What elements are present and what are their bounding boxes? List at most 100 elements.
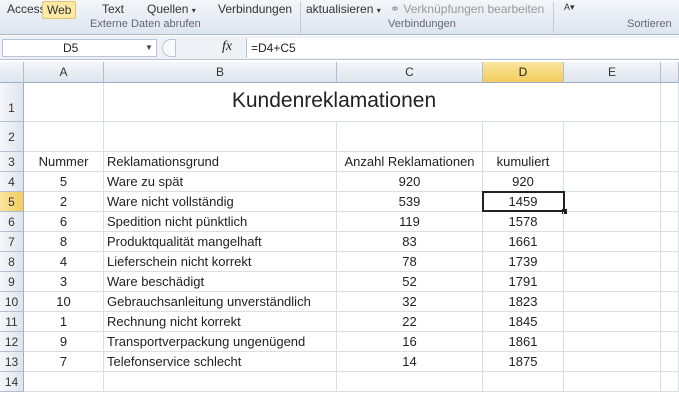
cell[interactable] [564, 122, 661, 152]
row-header[interactable]: 14 [0, 372, 24, 392]
edit-links-button[interactable]: ⚭ Verknüpfungen bearbeiten [386, 1, 548, 17]
column-header-e[interactable]: E [564, 62, 661, 83]
cell[interactable] [104, 122, 337, 152]
function-icon[interactable]: fx [222, 39, 233, 54]
cell[interactable] [24, 372, 104, 392]
cell[interactable]: 5 [24, 172, 104, 192]
cell[interactable] [483, 122, 564, 152]
row-header[interactable]: 1 [0, 83, 24, 122]
cell[interactable]: 9 [24, 332, 104, 352]
cell[interactable] [661, 352, 679, 372]
row-header[interactable]: 5 [0, 192, 24, 212]
cell[interactable]: Rechnung nicht korrekt [104, 312, 337, 332]
cell[interactable] [564, 352, 661, 372]
cell[interactable] [661, 272, 679, 292]
cell[interactable]: Nummer [24, 152, 104, 172]
cell[interactable] [564, 152, 661, 172]
column-header-d[interactable]: D [483, 62, 564, 83]
cell[interactable]: Ware nicht vollständig [104, 192, 337, 212]
row-header[interactable]: 4 [0, 172, 24, 192]
cell[interactable] [337, 372, 483, 392]
cell[interactable]: 3 [24, 272, 104, 292]
cell[interactable]: 4 [24, 252, 104, 272]
row-header[interactable]: 7 [0, 232, 24, 252]
cell[interactable] [564, 172, 661, 192]
cell[interactable] [483, 83, 564, 122]
row-header[interactable]: 13 [0, 352, 24, 372]
chevron-down-icon[interactable]: ▼ [145, 43, 153, 52]
cell[interactable]: 14 [337, 352, 483, 372]
cell[interactable] [24, 122, 104, 152]
cell[interactable]: 119 [337, 212, 483, 232]
column-header-c[interactable]: C [337, 62, 483, 83]
cell[interactable] [661, 332, 679, 352]
cell[interactable] [661, 312, 679, 332]
cell[interactable] [564, 372, 661, 392]
cell[interactable] [661, 232, 679, 252]
cell[interactable] [564, 272, 661, 292]
row-header[interactable]: 11 [0, 312, 24, 332]
cell[interactable]: 78 [337, 252, 483, 272]
column-header-a[interactable]: A [24, 62, 104, 83]
cell[interactable] [564, 83, 661, 122]
cell[interactable]: 22 [337, 312, 483, 332]
cell[interactable] [661, 372, 679, 392]
cell[interactable] [661, 292, 679, 312]
cell[interactable] [661, 152, 679, 172]
cell[interactable]: 8 [24, 232, 104, 252]
cell[interactable] [564, 332, 661, 352]
column-header-b[interactable]: B [104, 62, 337, 83]
cell[interactable]: Gebrauchsanleitung unverständlich [104, 292, 337, 312]
cell[interactable] [564, 232, 661, 252]
cell[interactable] [564, 252, 661, 272]
cell[interactable]: 1845 [483, 312, 564, 332]
cell[interactable]: 920 [337, 172, 483, 192]
select-all-button[interactable] [0, 62, 24, 83]
row-header[interactable]: 2 [0, 122, 24, 152]
cell[interactable]: 6 [24, 212, 104, 232]
cell[interactable]: 1739 [483, 252, 564, 272]
cell[interactable]: 32 [337, 292, 483, 312]
connections-button[interactable]: Verbindungen [218, 2, 293, 16]
refresh-button[interactable]: aktualisieren ▾ [302, 1, 385, 17]
cell[interactable] [337, 122, 483, 152]
cell[interactable]: kumuliert [483, 152, 564, 172]
cell[interactable]: Telefonservice schlecht [104, 352, 337, 372]
cell[interactable]: 1861 [483, 332, 564, 352]
cell[interactable]: Transportverpackung ungenügend [104, 332, 337, 352]
cell[interactable]: 1661 [483, 232, 564, 252]
cell[interactable] [564, 292, 661, 312]
cell[interactable]: 2 [24, 192, 104, 212]
web-button[interactable]: Web [42, 1, 77, 19]
cell[interactable] [661, 122, 679, 152]
cell[interactable] [483, 372, 564, 392]
cell[interactable] [564, 212, 661, 232]
cell[interactable] [337, 83, 483, 122]
cell[interactable]: 1578 [483, 212, 564, 232]
cell[interactable]: Lieferschein nicht korrekt [104, 252, 337, 272]
cell[interactable] [661, 252, 679, 272]
collapse-handle[interactable] [162, 39, 176, 57]
cell[interactable]: Reklamationsgrund [104, 152, 337, 172]
cell[interactable] [661, 212, 679, 232]
cell[interactable] [564, 312, 661, 332]
fill-handle[interactable] [562, 209, 567, 214]
cell[interactable]: 7 [24, 352, 104, 372]
cell[interactable] [661, 192, 679, 212]
cell[interactable] [661, 172, 679, 192]
sources-button[interactable]: Quellen ▾ [143, 1, 200, 17]
cell[interactable]: 16 [337, 332, 483, 352]
cell[interactable]: Ware zu spät [104, 172, 337, 192]
cell[interactable]: 52 [337, 272, 483, 292]
cell[interactable]: 539 [337, 192, 483, 212]
cell[interactable] [661, 83, 679, 122]
column-header-f[interactable] [661, 62, 679, 83]
cell[interactable]: 1875 [483, 352, 564, 372]
text-button[interactable]: Text [102, 2, 125, 16]
row-header[interactable]: 12 [0, 332, 24, 352]
cell[interactable]: 1 [24, 312, 104, 332]
cell[interactable]: 1791 [483, 272, 564, 292]
cell[interactable]: Spedition nicht pünktlich [104, 212, 337, 232]
cell[interactable]: Produktqualität mangelhaft [104, 232, 337, 252]
row-header[interactable]: 3 [0, 152, 24, 172]
